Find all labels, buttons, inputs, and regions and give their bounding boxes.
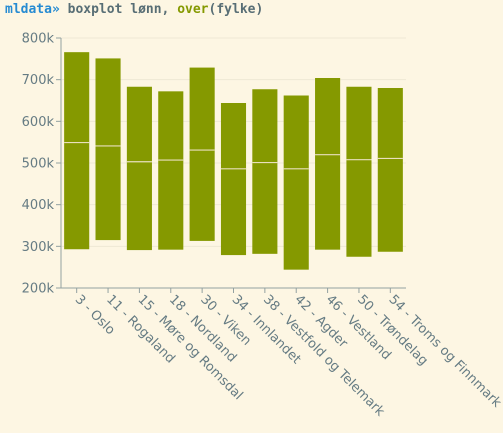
- box: [158, 91, 184, 250]
- y-tick-label: 700k: [22, 73, 55, 88]
- y-tick-label: 300k: [22, 240, 55, 255]
- boxes: [64, 52, 403, 270]
- box: [95, 58, 121, 241]
- y-tick-label: 200k: [22, 282, 55, 297]
- box: [220, 103, 247, 256]
- command-function: over: [177, 2, 209, 17]
- repl-prompt: mldata»: [5, 2, 60, 17]
- box: [126, 86, 152, 251]
- y-tick-label: 500k: [22, 157, 55, 172]
- box: [64, 52, 90, 250]
- box: [252, 89, 278, 254]
- y-axis: 200k 300k 400k 500k 600k 700k 800k: [22, 32, 62, 297]
- y-tick-label: 600k: [22, 115, 55, 130]
- box: [189, 67, 215, 241]
- box: [315, 78, 341, 250]
- command-argument: (fylke): [208, 2, 264, 17]
- box: [377, 88, 403, 252]
- y-tick-label: 400k: [22, 198, 55, 213]
- box: [346, 86, 372, 257]
- command-line: mldata» boxplot lønn, over(fylke): [5, 2, 263, 17]
- command-text: boxplot lønn,: [59, 2, 178, 17]
- box: [283, 95, 309, 270]
- y-tick-label: 800k: [22, 32, 55, 47]
